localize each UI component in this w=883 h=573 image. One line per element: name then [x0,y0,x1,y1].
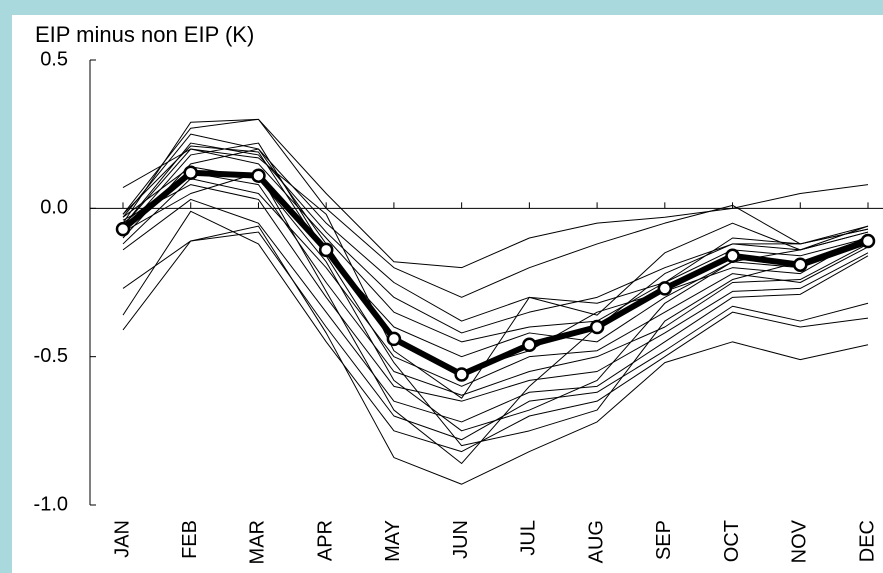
member-line [122,133,869,322]
point [386,331,402,347]
chart-title: EIP minus non EIP (K) [35,22,254,47]
member-line [122,142,869,334]
y-tick-label: 0.5 [40,48,68,70]
x-tick-label: AUG [585,520,607,563]
point [251,168,266,183]
member-line [122,145,869,447]
member-line [122,172,869,396]
member-line [122,142,869,358]
point [860,233,876,249]
member-line [122,118,869,298]
x-tick-label: MAR [247,520,269,564]
member-line [122,118,869,269]
point [793,257,808,272]
x-tick-label: DEC [856,520,878,562]
point [589,319,605,335]
member-line [122,225,869,485]
member-line [122,184,869,402]
point [183,165,198,180]
member-line [122,178,869,387]
plot-background [12,15,883,573]
x-tick-label: FEB [179,520,201,559]
point [115,221,131,237]
member-line [122,210,869,453]
member-line [122,148,869,343]
member-line [122,198,869,423]
x-tick-label: JUN [450,520,472,559]
x-tick-label: OCT [721,520,743,562]
mean-line [121,169,869,378]
point [522,337,537,353]
x-tick-label: NOV [789,519,811,563]
y-tick-label: 0.0 [40,197,68,219]
point [725,248,740,264]
y-tick-label: -0.5 [34,345,68,367]
x-tick-label: SEP [653,520,675,560]
point [454,367,469,382]
point [318,242,334,258]
x-tick-label: APR [314,520,336,561]
x-tick-label: MAY [382,520,404,562]
x-tick-label: JUL [518,520,540,556]
member-line [122,148,869,399]
point [657,281,673,296]
x-tick-label: JAN [111,520,133,558]
y-tick-label: -1.0 [34,493,68,515]
